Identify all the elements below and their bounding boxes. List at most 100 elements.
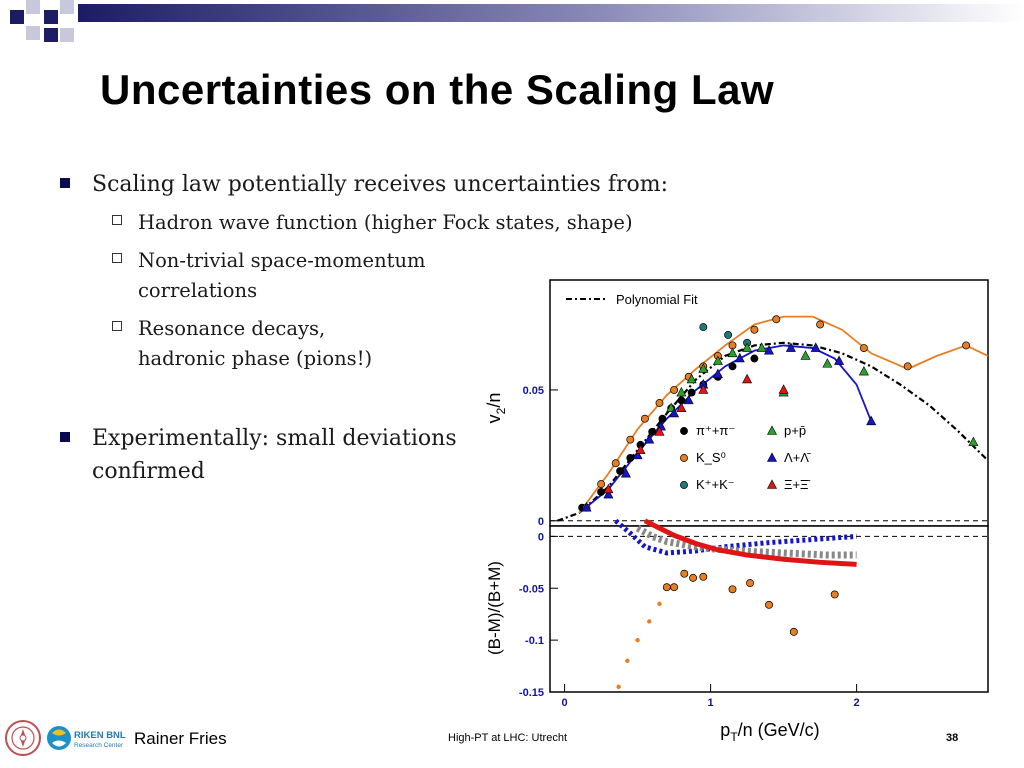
top-point--: [866, 415, 877, 426]
top-point--: [676, 402, 687, 413]
top-point--: [750, 354, 759, 363]
top-point--: [644, 433, 655, 444]
sub-bullet-line: hadronic phase (pions!): [138, 347, 373, 370]
sub-bullet-item: Resonance decays, hadronic phase (pions!…: [112, 314, 372, 374]
bottom-point-dots: [657, 601, 662, 607]
legend-entry: K_S⁰: [696, 450, 726, 465]
top-point-k-s-: [655, 399, 664, 407]
top-point-k-s-: [816, 320, 825, 329]
bottom-point-dots: [635, 637, 640, 643]
hollow-square-bullet-icon: [112, 321, 122, 331]
top-point--: [785, 342, 796, 352]
top-point--: [654, 426, 665, 436]
top-point--: [597, 488, 606, 496]
sub-bullet-item: Non-trivial space-momentum correlations: [112, 246, 426, 306]
top-point--: [687, 388, 696, 397]
top-point--: [712, 368, 723, 379]
top-point--: [764, 345, 774, 355]
sub-bullet-text: Resonance decays, hadronic phase (pions!…: [138, 314, 372, 374]
bullet-item: Experimentally: small deviations confirm…: [60, 422, 457, 488]
top-point--: [734, 352, 745, 363]
top-point--: [698, 384, 709, 394]
bullet-text: Experimentally: small deviations confirm…: [92, 422, 457, 488]
bottom-point-dots: [616, 684, 621, 690]
top-point-k-s-: [640, 414, 649, 423]
legend-fit-label: Polynomial Fit: [616, 292, 698, 307]
bullet-item: Scaling law potentially receives uncerta…: [60, 168, 668, 201]
square-bullet-icon: [60, 178, 70, 188]
legend-marker: [767, 452, 777, 462]
top-point-p-p-: [712, 355, 723, 365]
top-point-k-s-: [859, 344, 868, 352]
bottom-point-data: [699, 572, 708, 581]
bottom-point-data: [662, 583, 671, 592]
legend-entry: K⁺+K⁻: [696, 477, 735, 492]
svg-text:RIKEN BNL: RIKEN BNL: [74, 730, 126, 741]
top-point--: [742, 373, 753, 384]
top-point-k-s-: [611, 459, 620, 468]
bottom-y-tick-label: -0.05: [519, 583, 544, 595]
sub-bullet-line: Non-trivial space-momentum: [138, 249, 426, 272]
conference-name: High-PT at LHC: Utrecht: [448, 732, 568, 744]
top-point-p-p-: [742, 342, 753, 352]
legend-entry: p+p̄: [784, 423, 806, 438]
bottom-panel-frame: [549, 525, 989, 693]
riken-bnl-logo: RIKEN BNL Research Center: [47, 726, 126, 750]
top-point-p-p-: [676, 386, 687, 397]
svg-text:Research Center: Research Center: [74, 742, 124, 749]
bottom-curve-blue-band: [614, 518, 857, 556]
sub-bullet-text: Hadron wave function (higher Fock states…: [138, 211, 633, 234]
top-point--: [603, 483, 614, 494]
legend-marker: [680, 427, 688, 435]
v2-scaling-figure: 0 0.05 Polynomial Fit π⁺+π⁻ K_S⁰ K⁺+K⁻ p+p̄ Λ+Λ…: [484, 279, 989, 744]
bottom-point-data: [670, 583, 679, 592]
legend-entry: π⁺+π⁻: [696, 423, 735, 438]
top-point-k-s-: [903, 362, 912, 371]
top-point-p-p-: [727, 347, 738, 358]
x-axis-label: pT/n (GeV/c): [720, 720, 819, 744]
top-point-p-p-: [968, 436, 979, 447]
top-point--: [620, 468, 631, 478]
top-point-p-p-: [686, 373, 697, 384]
bullet-text: Scaling law potentially receives uncerta…: [92, 172, 669, 197]
top-point-k-s-: [962, 341, 971, 350]
top-point-p-p-: [756, 342, 767, 352]
hollow-square-bullet-icon: [112, 215, 122, 225]
bottom-point-data: [746, 579, 754, 588]
top-point--: [683, 394, 694, 405]
corner-decoration: [10, 0, 1024, 42]
top-point--: [728, 362, 737, 371]
top-point--: [669, 407, 680, 418]
bottom-point-data: [689, 573, 698, 582]
sub-bullet-line: Resonance decays,: [138, 317, 326, 340]
hollow-square-bullet-icon: [112, 253, 122, 263]
author-name: Rainer Fries: [134, 729, 227, 748]
top-point--: [810, 342, 821, 352]
bottom-point-data: [830, 590, 839, 599]
top-point--: [616, 467, 625, 475]
top-point-k-s-: [670, 385, 679, 394]
top-point-k-s-: [772, 315, 781, 324]
top-point--: [626, 454, 635, 462]
legend-marker: [767, 425, 777, 435]
top-point--: [778, 384, 789, 394]
bottom-y-axis-label: (B-M)/(B+M): [485, 561, 504, 655]
bottom-point-data: [789, 627, 798, 636]
bullet-line: Experimentally: small deviations: [92, 426, 457, 451]
slide-title: Uncertainties on the Scaling Law: [100, 66, 775, 113]
bottom-curve-red-band: [643, 518, 857, 567]
top-point-p-p-: [800, 350, 811, 360]
legend-entry: Λ+Λ̄: [784, 450, 811, 465]
top-y-axis-label: v2/n: [484, 393, 508, 424]
top-point--: [648, 427, 657, 436]
top-point-p-p-: [698, 363, 709, 373]
top-point--: [632, 449, 643, 460]
top-y-tick-label: 0: [538, 516, 544, 528]
top-point--: [658, 414, 667, 423]
bottom-point-data: [728, 585, 737, 594]
bottom-y-tick-label: -0.15: [519, 687, 544, 699]
sub-bullet-item: Hadron wave function (higher Fock states…: [112, 208, 633, 238]
legend-marker: [680, 454, 688, 462]
top-point-k-k-: [699, 323, 708, 332]
top-point--: [834, 355, 845, 365]
